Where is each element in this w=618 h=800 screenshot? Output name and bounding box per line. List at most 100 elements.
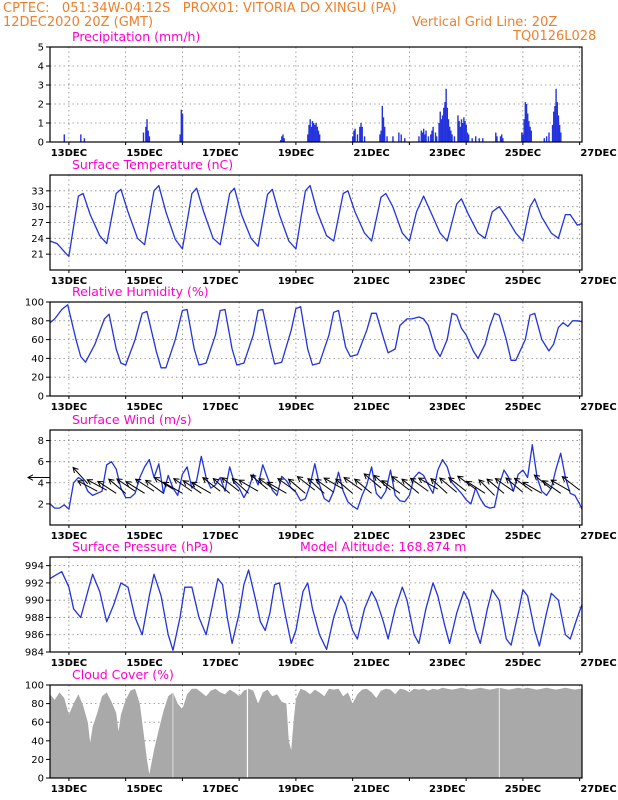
precip-bar	[179, 134, 181, 142]
x-tick-label: 25DEC	[505, 784, 541, 795]
precip-bar	[545, 136, 548, 142]
x-tick-label: 19DEC	[278, 402, 314, 413]
precip-bar	[142, 132, 145, 142]
x-tick-label: 17DEC	[202, 784, 238, 795]
precip-bar	[354, 128, 356, 142]
precip-bar	[418, 136, 420, 142]
precip-bar	[63, 134, 65, 142]
wind-arrow-head	[172, 478, 180, 484]
y-tick-label: 2	[38, 100, 44, 111]
wind-arrow	[448, 477, 467, 492]
wind-arrow	[478, 479, 495, 496]
wind-arrow-head	[144, 479, 152, 486]
wind-arrow-head	[72, 466, 79, 474]
wind-arrow-head	[76, 480, 84, 486]
wind-arrow-head	[86, 479, 93, 485]
x-tick-label: 27DEC	[580, 784, 616, 795]
wind-arrow	[72, 467, 89, 485]
precip-bar	[281, 136, 283, 142]
wind-arrow-head	[381, 480, 388, 487]
wind-arrow	[354, 478, 372, 494]
precip-bar	[460, 119, 463, 142]
x-tick-label: 21DEC	[353, 531, 389, 542]
panel-title: Surface Temperature (nC)	[72, 157, 233, 172]
y-tick-label: 0	[38, 392, 44, 403]
wind-arrow-head	[277, 478, 284, 484]
wind-arrow-head	[561, 475, 568, 483]
wind-arrow	[410, 477, 429, 492]
precip-bar	[451, 134, 453, 142]
wind-arrow-head	[125, 481, 132, 487]
y-tick-label: 990	[25, 596, 44, 607]
x-tick-label: 25DEC	[505, 531, 541, 542]
wind-arrow-head	[153, 476, 161, 483]
wind-arrow	[495, 478, 514, 492]
precip-bar	[421, 132, 424, 142]
y-tick-label: 986	[25, 630, 44, 641]
y-tick-label: 2	[38, 499, 44, 510]
precip-bar	[555, 88, 557, 142]
wind-arrow	[550, 479, 571, 492]
wind-arrow-head	[249, 474, 257, 481]
x-tick-label: 23DEC	[429, 148, 465, 159]
precip-bar	[181, 113, 184, 142]
x-tick-label: 13DEC	[51, 531, 87, 542]
precip-bar	[434, 132, 437, 142]
wind-arrow-head	[373, 474, 380, 481]
wind-arrow-head	[439, 477, 446, 484]
wind-arrow	[343, 477, 363, 491]
wind-arrow	[145, 479, 164, 494]
x-tick-label: 13DEC	[51, 276, 87, 287]
y-tick-label: 5	[38, 43, 44, 54]
x-tick-label: 15DEC	[126, 531, 162, 542]
wind-arrow-head	[447, 477, 455, 484]
wind-arrow	[191, 481, 212, 494]
wind-arrow	[125, 481, 145, 494]
panel-title: Cloud Cover (%)	[72, 667, 174, 682]
precip-bar	[527, 113, 529, 142]
precip-bar	[453, 136, 456, 142]
wind-arrow-head	[315, 478, 322, 485]
x-tick-label: 21DEC	[353, 658, 389, 669]
precip-bar	[467, 134, 470, 142]
precip-bar	[352, 136, 354, 142]
precip-bar	[463, 117, 465, 142]
cloud-area	[50, 687, 582, 778]
series-line-3	[49, 444, 583, 510]
wind-arrow	[97, 480, 117, 494]
x-tick-label: 25DEC	[505, 658, 541, 669]
wind-arrow-head	[391, 475, 398, 483]
wind-arrow-head	[190, 481, 198, 488]
wind-arrow	[231, 478, 249, 494]
precip-bar	[424, 134, 426, 142]
wind-arrow-head	[456, 475, 464, 482]
x-tick-label: 25DEC	[505, 148, 541, 159]
precip-bar	[446, 107, 449, 142]
precip-bar	[404, 138, 406, 142]
precip-bar	[309, 119, 311, 142]
wind-arrow-head	[505, 477, 512, 484]
wind-arrow	[77, 480, 98, 492]
wind-arrow-head	[134, 478, 142, 485]
precip-bar	[435, 136, 438, 142]
y-tick-label: 20	[31, 755, 44, 766]
precip-bar	[443, 107, 445, 142]
panel-frame	[49, 684, 583, 779]
wind-arrow	[258, 478, 278, 492]
wind-arrow-head	[550, 479, 557, 486]
wind-arrow	[267, 481, 287, 494]
wind-arrow	[391, 476, 410, 491]
x-tick-label: 13DEC	[51, 148, 87, 159]
x-tick-label: 17DEC	[202, 148, 238, 159]
panel-annotation: Model Altitude: 168.874 m	[300, 539, 466, 554]
panel-title: Surface Pressure (hPa)	[72, 539, 213, 554]
wind-arrow	[277, 478, 297, 492]
precip-bar	[314, 124, 316, 142]
precip-bar	[478, 138, 480, 142]
precip-bar	[458, 121, 460, 142]
precip-bar	[386, 136, 388, 142]
precip-bar	[529, 126, 531, 142]
header-line2-left: 12DEC2020 20Z (GMT)	[3, 15, 154, 30]
precip-bar	[400, 134, 402, 142]
precip-bar	[438, 123, 440, 142]
